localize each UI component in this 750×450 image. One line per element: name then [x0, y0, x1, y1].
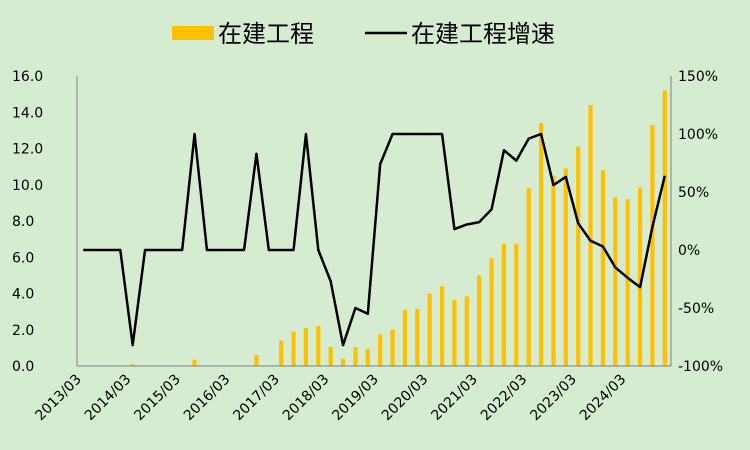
y-left-tick: 0.0 — [12, 359, 34, 375]
bar-30 — [452, 299, 457, 366]
line-series — [83, 132, 667, 347]
bar-9 — [192, 359, 197, 366]
x-tick: 2020/03 — [379, 372, 431, 424]
y-left-tick: 12.0 — [12, 142, 43, 158]
bar-16 — [279, 340, 284, 367]
bar-44 — [625, 199, 630, 366]
y-right-tick: -50% — [678, 301, 714, 317]
bar-42 — [600, 170, 606, 366]
y-left-tick: 16.0 — [12, 69, 43, 85]
bar-43 — [613, 197, 618, 366]
y-left-tick: 4.0 — [12, 287, 34, 303]
y-right-tick: 100% — [678, 127, 718, 143]
y-right-tick: -100% — [678, 359, 723, 375]
bar-36 — [526, 188, 531, 367]
bar-22 — [353, 346, 358, 366]
bar-37 — [538, 123, 544, 367]
bar-32 — [477, 275, 482, 367]
y-left-tick: 10.0 — [12, 178, 43, 194]
x-tick: 2023/03 — [527, 372, 579, 424]
bar-34 — [501, 243, 507, 366]
y-right-tick: 0% — [678, 243, 700, 259]
y-left-tick: 6.0 — [12, 250, 34, 266]
bar-21 — [340, 358, 346, 366]
legend-label: 在建工程 — [218, 20, 314, 48]
bar-46 — [650, 124, 655, 366]
bar-14 — [254, 355, 259, 367]
x-tick: 2024/03 — [577, 372, 629, 424]
bar-39 — [563, 168, 568, 366]
y-right-tick: 150% — [678, 69, 718, 85]
y-left-tick: 8.0 — [12, 214, 34, 230]
legend: 在建工程 在建工程增速 — [172, 20, 555, 48]
x-tick: 2021/03 — [428, 372, 480, 424]
y-left-tick: 14.0 — [12, 105, 43, 121]
bar-19 — [316, 326, 321, 367]
bar-35 — [514, 243, 519, 366]
bar-41 — [588, 105, 593, 366]
bar-17 — [291, 331, 296, 366]
bar-20 — [328, 346, 333, 366]
bar-series — [130, 90, 667, 367]
legend-label: 在建工程增速 — [411, 20, 555, 48]
bar-38 — [551, 175, 556, 366]
bar-23 — [365, 348, 370, 366]
bar-28 — [427, 293, 432, 366]
y-right-tick: 50% — [678, 185, 709, 201]
bar-45 — [637, 187, 643, 366]
bar-31 — [464, 296, 469, 366]
bar-4 — [130, 364, 135, 366]
y-left-tick: 2.0 — [12, 323, 34, 339]
x-tick: 2014/03 — [82, 372, 134, 424]
legend-swatch-bar — [172, 26, 214, 40]
bar-29 — [439, 286, 445, 366]
growth-line — [83, 132, 667, 347]
x-tick: 2017/03 — [230, 372, 282, 424]
x-tick: 2013/03 — [32, 372, 84, 424]
bar-18 — [303, 327, 309, 366]
bar-26 — [402, 309, 408, 366]
x-tick: 2022/03 — [478, 372, 530, 424]
bar-25 — [390, 329, 395, 366]
x-tick: 2015/03 — [131, 372, 183, 424]
bar-27 — [415, 308, 420, 366]
x-tick: 2018/03 — [280, 372, 332, 424]
bar-24 — [378, 334, 383, 366]
x-tick: 2016/03 — [181, 372, 233, 424]
axes — [76, 76, 672, 367]
bar-47 — [662, 90, 667, 366]
x-tick: 2019/03 — [329, 372, 381, 424]
bar-40 — [576, 146, 581, 366]
bar-33 — [489, 258, 494, 366]
